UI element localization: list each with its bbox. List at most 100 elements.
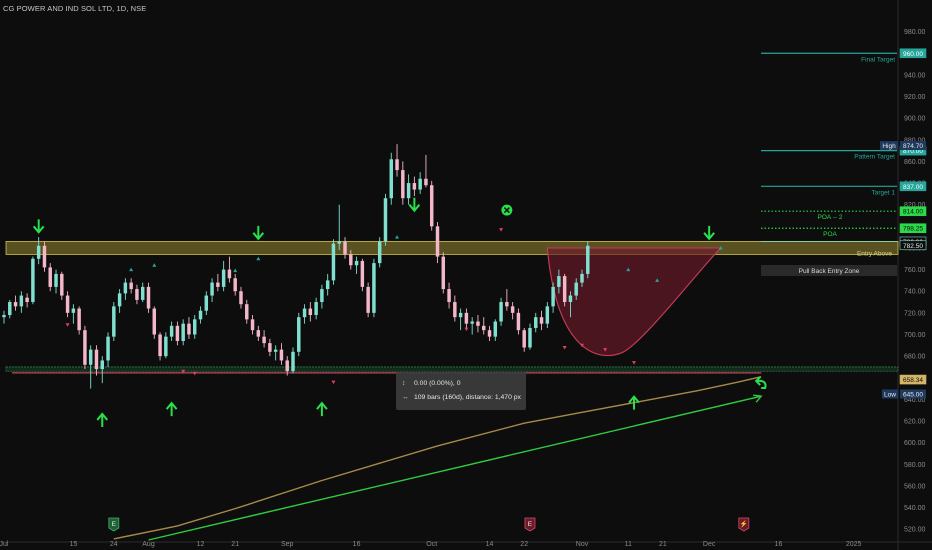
x-tick-label: 14	[486, 541, 494, 548]
y-tick-label: 760.00	[904, 267, 926, 274]
signal-up-marker	[395, 235, 400, 239]
candle	[129, 278, 133, 294]
candle-body	[48, 267, 52, 287]
candle	[60, 271, 64, 300]
signal-down-marker	[499, 228, 504, 232]
candle	[135, 284, 139, 305]
candle-body	[291, 351, 295, 372]
candle-body	[320, 289, 324, 303]
candle-body	[302, 308, 307, 318]
support-zone	[5, 366, 899, 372]
down-arrow-icon	[252, 225, 265, 241]
candle	[406, 174, 411, 205]
poa-label: POA	[823, 231, 837, 238]
candle	[429, 180, 434, 231]
signal-down-marker	[192, 371, 197, 376]
candle	[354, 256, 359, 274]
candle-body	[418, 178, 422, 190]
price-tags: 960.00870.00837.00814.00798.25786.00782.…	[880, 48, 927, 399]
candle-body	[94, 349, 99, 370]
y-tick-label: 900.00	[904, 116, 926, 123]
candle	[562, 273, 567, 307]
measure-bars-icon: ↔	[402, 394, 409, 401]
zones: Entry Above Pull Back Entry Zone	[5, 241, 899, 374]
candle	[221, 260, 226, 292]
down-arrow-icon	[32, 219, 45, 234]
signal-up-marker	[129, 267, 134, 272]
candle	[164, 332, 168, 359]
candle-body	[227, 269, 232, 279]
candle	[71, 304, 76, 324]
candle	[198, 306, 203, 324]
candle	[349, 250, 353, 270]
candle	[574, 278, 578, 300]
candle	[493, 319, 498, 341]
candle-body	[146, 286, 151, 309]
candle-body	[493, 321, 498, 337]
y-tick-label: 920.00	[904, 94, 926, 101]
trendline	[148, 395, 762, 541]
badge-shape	[108, 517, 120, 532]
candle	[568, 291, 573, 318]
tag-bg	[899, 240, 927, 251]
candle	[291, 347, 295, 374]
candle-body	[539, 317, 544, 324]
candle	[314, 297, 318, 320]
tag-value: 798.25	[903, 226, 923, 233]
candle	[233, 273, 237, 296]
earnings-badge-icon: E	[524, 517, 536, 532]
x-tick-label: 16	[353, 541, 361, 548]
candle-body	[331, 243, 336, 281]
candle-body	[522, 330, 526, 348]
tag-value: 870.00	[903, 148, 923, 155]
tag-value: 658.34	[903, 377, 923, 384]
candle	[377, 237, 382, 268]
candle	[83, 325, 87, 370]
y-tick-label: 620.00	[904, 419, 926, 426]
candle-body	[580, 273, 584, 283]
pullback-text: Pull Back Entry Zone	[799, 268, 860, 275]
tag-value: 782.50	[903, 243, 923, 250]
tag-bg	[899, 223, 927, 234]
candle-body	[250, 319, 255, 331]
candle-body	[193, 319, 197, 335]
candle	[158, 332, 162, 361]
candle-body	[19, 295, 24, 307]
badge-glyph: E	[528, 521, 533, 528]
candle-body	[210, 282, 214, 296]
chart-title: CG POWER AND IND SOL LTD, 1D, NSE	[3, 4, 147, 13]
candle	[586, 241, 590, 279]
candle-body	[216, 282, 220, 287]
candle-body	[429, 185, 434, 227]
entry-zone	[5, 241, 899, 255]
x-tick-label: 21	[231, 541, 239, 548]
candle-body	[158, 334, 162, 357]
candle	[505, 289, 509, 311]
signal-down-marker	[632, 361, 637, 365]
final-target-label: Final Target	[861, 56, 895, 63]
candle	[308, 302, 313, 322]
candle-body	[354, 260, 359, 266]
moving-average	[113, 375, 763, 541]
candle	[320, 284, 324, 309]
candle-body	[233, 278, 237, 292]
candle-body	[175, 325, 180, 341]
final-target-price-tag: 960.00	[899, 48, 927, 59]
candle-body	[406, 183, 411, 199]
candle	[106, 332, 110, 367]
candle	[522, 328, 526, 352]
candle-body	[54, 273, 58, 287]
candle	[42, 241, 47, 272]
measure-range-icon: ↕	[402, 380, 406, 387]
candle-body	[487, 330, 492, 337]
y-tick-label: 640.00	[904, 397, 926, 404]
candle	[285, 356, 289, 376]
candle-body	[279, 349, 284, 361]
candle-body	[123, 282, 128, 294]
tag-bg	[899, 206, 927, 216]
candle	[331, 239, 336, 285]
candle-body	[117, 293, 122, 307]
candle	[534, 312, 538, 333]
